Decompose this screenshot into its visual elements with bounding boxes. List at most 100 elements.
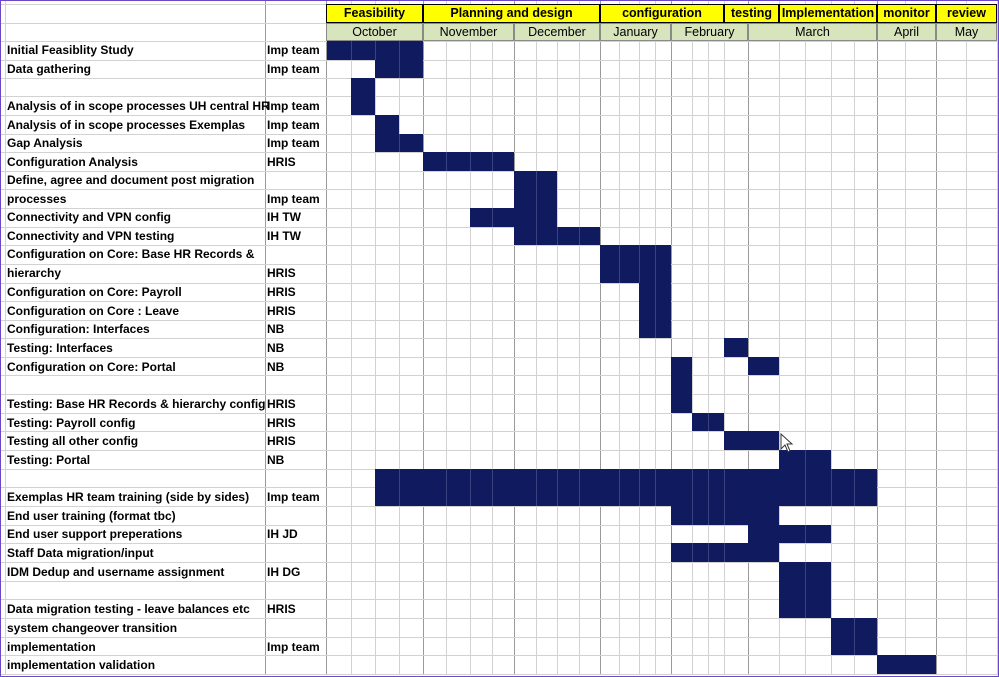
task-label[interactable]: Exemplas HR team training (side by sides… bbox=[7, 490, 250, 504]
task-owner[interactable]: HRIS bbox=[267, 602, 296, 616]
bar-cell-divider bbox=[557, 469, 558, 506]
bar-cell-divider bbox=[854, 618, 855, 655]
grid-row-line bbox=[0, 450, 997, 451]
grid-column-line bbox=[877, 0, 878, 675]
gantt-bar[interactable] bbox=[351, 78, 375, 115]
grid-row-line bbox=[0, 618, 997, 619]
gantt-bar[interactable] bbox=[877, 655, 936, 674]
gantt-bar[interactable] bbox=[375, 469, 877, 506]
gantt-bar[interactable] bbox=[600, 245, 671, 283]
gantt-bar[interactable] bbox=[724, 338, 748, 357]
task-label[interactable]: End user support preperations bbox=[7, 527, 183, 541]
task-owner[interactable]: NB bbox=[267, 322, 285, 336]
task-label[interactable]: implementation bbox=[7, 640, 96, 654]
month-january[interactable]: January bbox=[600, 23, 671, 41]
gantt-bar[interactable] bbox=[375, 115, 399, 134]
task-owner[interactable]: HRIS bbox=[267, 434, 296, 448]
task-label[interactable]: Testing: Payroll config bbox=[7, 416, 136, 430]
task-owner[interactable]: NB bbox=[267, 341, 285, 355]
task-owner[interactable]: HRIS bbox=[267, 266, 296, 280]
grid-column-line bbox=[748, 0, 749, 675]
gantt-bar[interactable] bbox=[671, 357, 692, 413]
gantt-bar[interactable] bbox=[724, 431, 779, 450]
task-owner[interactable]: Imp team bbox=[267, 99, 320, 113]
task-label[interactable]: system changeover transition bbox=[7, 621, 178, 635]
phase-planning-and-design[interactable]: Planning and design bbox=[423, 4, 600, 23]
task-label[interactable]: Configuration on Core : Leave bbox=[7, 304, 180, 318]
grid-row-line bbox=[0, 674, 997, 675]
month-december[interactable]: December bbox=[514, 23, 600, 41]
phase-configuration[interactable]: configuration bbox=[600, 4, 724, 23]
month-november[interactable]: November bbox=[423, 23, 514, 41]
task-label[interactable]: Connectivity and VPN testing bbox=[7, 229, 175, 243]
task-owner[interactable]: Imp team bbox=[267, 192, 320, 206]
task-label[interactable]: Data migration testing - leave balances … bbox=[7, 602, 250, 616]
gantt-bar[interactable] bbox=[748, 525, 831, 543]
month-may[interactable]: May bbox=[936, 23, 997, 41]
task-owner[interactable]: Imp team bbox=[267, 136, 320, 150]
task-label[interactable]: implementation validation bbox=[7, 658, 156, 672]
gantt-bar[interactable] bbox=[748, 357, 779, 375]
task-owner[interactable]: IH JD bbox=[267, 527, 298, 541]
grid-row-line bbox=[0, 245, 997, 246]
gantt-bar[interactable] bbox=[423, 152, 514, 171]
gantt-bar[interactable] bbox=[671, 506, 779, 525]
task-label[interactable]: End user training (format tbc) bbox=[7, 509, 176, 523]
bar-cell-divider bbox=[446, 469, 447, 506]
task-label[interactable]: Analysis of in scope processes UH centra… bbox=[7, 99, 270, 113]
task-owner[interactable]: Imp team bbox=[267, 640, 320, 654]
task-owner[interactable]: HRIS bbox=[267, 397, 296, 411]
task-owner[interactable]: NB bbox=[267, 360, 285, 374]
task-owner[interactable]: Imp team bbox=[267, 62, 320, 76]
task-label[interactable]: Initial Feasiblity Study bbox=[7, 43, 134, 57]
gantt-bar[interactable] bbox=[514, 171, 557, 208]
bar-cell-divider bbox=[536, 227, 537, 245]
task-owner[interactable]: HRIS bbox=[267, 416, 296, 430]
task-label[interactable]: hierarchy bbox=[7, 266, 62, 280]
task-label[interactable]: Configuration Analysis bbox=[7, 155, 138, 169]
gantt-bar[interactable] bbox=[470, 208, 557, 227]
gantt-bar[interactable] bbox=[671, 543, 779, 562]
task-owner[interactable]: IH TW bbox=[267, 210, 301, 224]
bar-cell-divider bbox=[399, 134, 400, 152]
task-label[interactable]: IDM Dedup and username assignment bbox=[7, 565, 225, 579]
task-label[interactable]: Connectivity and VPN config bbox=[7, 210, 172, 224]
bar-cell-divider bbox=[805, 525, 806, 543]
task-owner[interactable]: Imp team bbox=[267, 490, 320, 504]
task-owner[interactable]: HRIS bbox=[267, 304, 296, 318]
task-label[interactable]: Define, agree and document post migratio… bbox=[7, 173, 255, 187]
task-label[interactable]: Gap Analysis bbox=[7, 136, 83, 150]
task-label[interactable]: Staff Data migration/input bbox=[7, 546, 154, 560]
phase-testing[interactable]: testing bbox=[724, 4, 779, 23]
task-label[interactable]: Configuration on Core: Portal bbox=[7, 360, 176, 374]
task-label[interactable]: Configuration on Core: Payroll bbox=[7, 285, 182, 299]
task-owner[interactable]: IH DG bbox=[267, 565, 301, 579]
month-april[interactable]: April bbox=[877, 23, 936, 41]
phase-feasibility[interactable]: Feasibility bbox=[326, 4, 423, 23]
task-label[interactable]: Testing: Interfaces bbox=[7, 341, 113, 355]
task-label[interactable]: Analysis of in scope processes Exemplas bbox=[7, 118, 246, 132]
task-owner[interactable]: Imp team bbox=[267, 118, 320, 132]
phase-implementation[interactable]: Implementation bbox=[779, 4, 877, 23]
task-label[interactable]: Data gathering bbox=[7, 62, 92, 76]
bar-cell-divider bbox=[854, 469, 855, 506]
bar-cell-divider bbox=[655, 245, 656, 283]
task-label[interactable]: Configuration on Core: Base HR Records & bbox=[7, 247, 255, 261]
task-label[interactable]: Testing: Base HR Records & hierarchy con… bbox=[7, 397, 266, 411]
task-owner[interactable]: IH TW bbox=[267, 229, 301, 243]
task-label[interactable]: Configuration: Interfaces bbox=[7, 322, 150, 336]
phase-review[interactable]: review bbox=[936, 4, 997, 23]
month-march[interactable]: March bbox=[748, 23, 877, 41]
task-owner[interactable]: HRIS bbox=[267, 155, 296, 169]
task-label[interactable]: processes bbox=[7, 192, 67, 206]
task-owner[interactable]: NB bbox=[267, 453, 285, 467]
bar-cell-divider bbox=[805, 450, 806, 469]
month-february[interactable]: February bbox=[671, 23, 748, 41]
phase-monitor[interactable]: monitor bbox=[877, 4, 936, 23]
task-label[interactable]: Testing all other config bbox=[7, 434, 139, 448]
task-label[interactable]: Testing: Portal bbox=[7, 453, 91, 467]
bar-cell-divider bbox=[536, 469, 537, 506]
task-owner[interactable]: Imp team bbox=[267, 43, 320, 57]
task-owner[interactable]: HRIS bbox=[267, 285, 296, 299]
month-october[interactable]: October bbox=[326, 23, 423, 41]
